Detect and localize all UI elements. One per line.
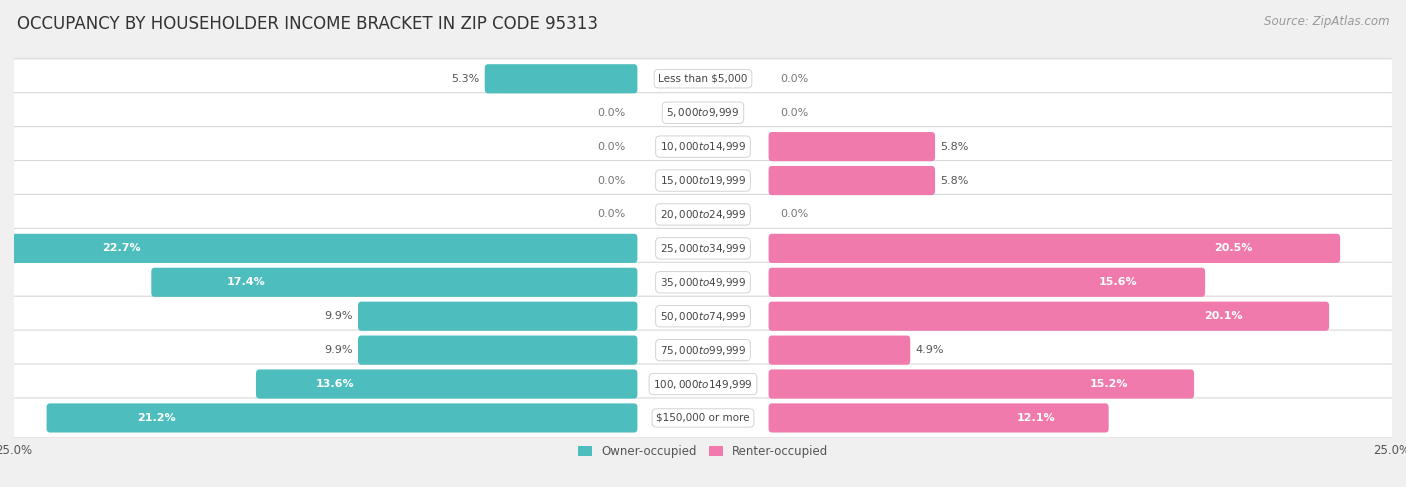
FancyBboxPatch shape [11,398,1395,438]
FancyBboxPatch shape [11,364,1395,404]
Text: $50,000 to $74,999: $50,000 to $74,999 [659,310,747,323]
Text: $100,000 to $149,999: $100,000 to $149,999 [654,377,752,391]
FancyBboxPatch shape [769,370,1194,399]
Text: 15.2%: 15.2% [1090,379,1128,389]
FancyBboxPatch shape [11,228,1395,268]
FancyBboxPatch shape [485,64,637,94]
FancyBboxPatch shape [769,301,1329,331]
Text: 22.7%: 22.7% [103,244,141,253]
Text: 5.8%: 5.8% [941,175,969,186]
Text: 5.3%: 5.3% [451,74,479,84]
Text: $20,000 to $24,999: $20,000 to $24,999 [659,208,747,221]
Text: 12.1%: 12.1% [1017,413,1056,423]
FancyBboxPatch shape [11,296,1395,336]
Text: $25,000 to $34,999: $25,000 to $34,999 [659,242,747,255]
Text: 20.5%: 20.5% [1213,244,1253,253]
Text: 15.6%: 15.6% [1098,277,1137,287]
Text: 0.0%: 0.0% [598,209,626,220]
FancyBboxPatch shape [769,234,1340,263]
Text: 5.8%: 5.8% [941,142,969,151]
Text: $75,000 to $99,999: $75,000 to $99,999 [659,344,747,356]
Text: $15,000 to $19,999: $15,000 to $19,999 [659,174,747,187]
Text: $35,000 to $49,999: $35,000 to $49,999 [659,276,747,289]
Text: 0.0%: 0.0% [780,209,808,220]
Text: 13.6%: 13.6% [315,379,354,389]
FancyBboxPatch shape [152,268,637,297]
Text: OCCUPANCY BY HOUSEHOLDER INCOME BRACKET IN ZIP CODE 95313: OCCUPANCY BY HOUSEHOLDER INCOME BRACKET … [17,15,598,33]
Text: 20.1%: 20.1% [1204,311,1243,321]
Legend: Owner-occupied, Renter-occupied: Owner-occupied, Renter-occupied [572,440,834,463]
Text: 9.9%: 9.9% [325,311,353,321]
FancyBboxPatch shape [359,301,637,331]
FancyBboxPatch shape [11,127,1395,167]
Text: 21.2%: 21.2% [138,413,176,423]
Text: Source: ZipAtlas.com: Source: ZipAtlas.com [1264,15,1389,28]
Text: 17.4%: 17.4% [226,277,266,287]
FancyBboxPatch shape [256,370,637,399]
FancyBboxPatch shape [46,403,637,432]
Text: $10,000 to $14,999: $10,000 to $14,999 [659,140,747,153]
FancyBboxPatch shape [769,403,1109,432]
Text: $150,000 or more: $150,000 or more [657,413,749,423]
Text: 0.0%: 0.0% [598,175,626,186]
FancyBboxPatch shape [769,336,910,365]
FancyBboxPatch shape [11,330,1395,370]
FancyBboxPatch shape [11,262,1395,302]
Text: 0.0%: 0.0% [780,74,808,84]
Text: Less than $5,000: Less than $5,000 [658,74,748,84]
FancyBboxPatch shape [11,93,1395,133]
FancyBboxPatch shape [11,59,1395,99]
Text: 9.9%: 9.9% [325,345,353,355]
FancyBboxPatch shape [11,194,1395,234]
FancyBboxPatch shape [769,132,935,161]
Text: 4.9%: 4.9% [915,345,943,355]
Text: $5,000 to $9,999: $5,000 to $9,999 [666,106,740,119]
FancyBboxPatch shape [359,336,637,365]
FancyBboxPatch shape [6,234,637,263]
FancyBboxPatch shape [11,161,1395,201]
FancyBboxPatch shape [769,268,1205,297]
FancyBboxPatch shape [769,166,935,195]
Text: 0.0%: 0.0% [780,108,808,118]
Text: 0.0%: 0.0% [598,142,626,151]
Text: 0.0%: 0.0% [598,108,626,118]
